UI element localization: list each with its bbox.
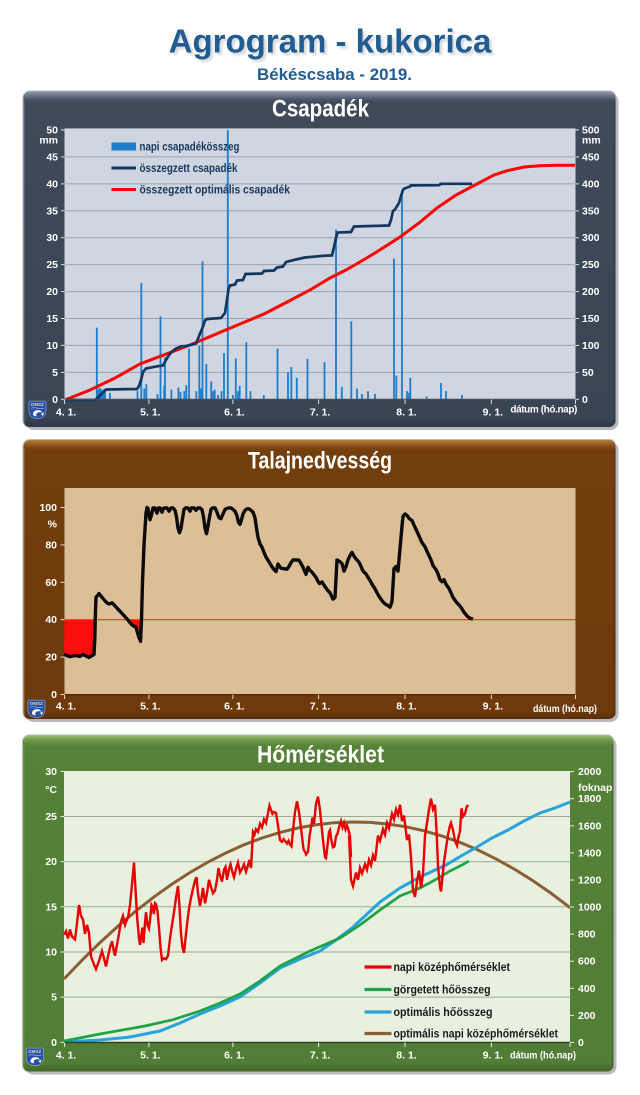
svg-text:40: 40 [45, 614, 57, 626]
svg-text:100: 100 [582, 340, 600, 352]
svg-text:2000: 2000 [578, 766, 602, 778]
svg-text:300: 300 [582, 232, 600, 244]
svg-text:450: 450 [582, 151, 600, 163]
svg-text:20: 20 [45, 652, 57, 664]
svg-text:dátum (hó.nap): dátum (hó.nap) [510, 405, 577, 416]
svg-text:9. 1.: 9. 1. [483, 1050, 504, 1062]
svg-text:400: 400 [582, 178, 600, 190]
svg-text:200: 200 [578, 1010, 596, 1022]
svg-text:20: 20 [45, 856, 57, 868]
svg-text:5: 5 [52, 367, 58, 379]
svg-text:400: 400 [578, 983, 596, 995]
svg-text:mm: mm [582, 135, 601, 147]
svg-text:Agrogram - kukorica: Agrogram - kukorica [171, 25, 494, 62]
svg-text:4. 1.: 4. 1. [56, 1050, 77, 1062]
svg-text:napi középhőmérséklet: napi középhőmérséklet [394, 962, 511, 974]
svg-text:5: 5 [51, 992, 57, 1004]
svg-text:6. 1.: 6. 1. [224, 701, 245, 713]
svg-text:OMSZ: OMSZ [30, 701, 43, 706]
svg-text:15: 15 [45, 901, 57, 913]
svg-text:összegzett optimális csapadék: összegzett optimális csapadék [140, 185, 291, 197]
svg-text:500: 500 [582, 125, 600, 137]
svg-text:50: 50 [582, 367, 594, 379]
svg-text:9. 1.: 9. 1. [483, 701, 504, 713]
svg-text:60: 60 [45, 577, 57, 589]
svg-text:200: 200 [582, 286, 600, 298]
svg-text:Agrogram - kukorica: Agrogram - kukorica [169, 23, 492, 60]
svg-text:optimális napi középhőmérsékle: optimális napi középhőmérséklet [394, 1029, 559, 1041]
svg-text:összegzett csapadék: összegzett csapadék [140, 163, 239, 175]
svg-text:1600: 1600 [578, 820, 602, 832]
svg-text:5. 1.: 5. 1. [140, 1050, 161, 1062]
svg-text:0: 0 [52, 394, 58, 406]
svg-text:10: 10 [45, 947, 57, 959]
svg-text:4. 1.: 4. 1. [56, 701, 77, 713]
svg-text:15: 15 [46, 313, 58, 325]
svg-text:350: 350 [582, 205, 600, 217]
svg-text:foknap: foknap [578, 782, 612, 794]
svg-text:görgetett hőösszeg: görgetett hőösszeg [394, 985, 491, 997]
svg-text:5. 1.: 5. 1. [140, 701, 161, 713]
svg-text:0: 0 [578, 1037, 584, 1049]
svg-text:8. 1.: 8. 1. [396, 1050, 417, 1062]
svg-text:80: 80 [45, 539, 57, 551]
svg-text:8. 1.: 8. 1. [396, 701, 417, 713]
svg-text:50: 50 [46, 125, 58, 137]
svg-text:6. 1.: 6. 1. [224, 407, 245, 419]
svg-text:OMSZ: OMSZ [31, 402, 44, 407]
svg-text:40: 40 [46, 178, 58, 190]
svg-text:1200: 1200 [578, 875, 602, 887]
svg-text:10: 10 [46, 340, 58, 352]
svg-text:7. 1.: 7. 1. [310, 407, 331, 419]
svg-text:napi csapadékösszeg: napi csapadékösszeg [140, 142, 240, 154]
svg-text:35: 35 [46, 205, 58, 217]
svg-text:optimális hőösszeg: optimális hőösszeg [394, 1007, 493, 1019]
svg-text:°C: °C [45, 784, 57, 796]
svg-text:7. 1.: 7. 1. [310, 1050, 331, 1062]
svg-text:0: 0 [51, 1037, 57, 1049]
svg-text:9. 1.: 9. 1. [483, 407, 504, 419]
svg-text:4. 1.: 4. 1. [56, 407, 77, 419]
svg-text:1000: 1000 [578, 902, 602, 914]
svg-text:0: 0 [51, 689, 57, 701]
svg-text:30: 30 [46, 232, 58, 244]
svg-text:OMSZ: OMSZ [28, 1049, 41, 1054]
svg-text:800: 800 [578, 929, 596, 941]
svg-text:Csapadék: Csapadék [272, 96, 370, 123]
svg-text:250: 250 [582, 259, 600, 271]
svg-text:0: 0 [582, 394, 588, 406]
svg-text:1800: 1800 [578, 793, 602, 805]
svg-text:25: 25 [45, 811, 57, 823]
svg-text:5. 1.: 5. 1. [140, 407, 161, 419]
svg-text:Hőmérséklet: Hőmérséklet [257, 742, 384, 769]
svg-text:mm: mm [39, 135, 58, 147]
svg-text:45: 45 [46, 151, 58, 163]
svg-text:8. 1.: 8. 1. [396, 407, 417, 419]
svg-text:%: % [48, 519, 58, 531]
svg-text:Talajnedvesség: Talajnedvesség [248, 448, 392, 475]
svg-text:25: 25 [46, 259, 58, 271]
svg-text:7. 1.: 7. 1. [310, 701, 331, 713]
svg-text:100: 100 [39, 502, 57, 514]
svg-text:Békéscsaba - 2019.: Békéscsaba - 2019. [257, 66, 412, 84]
svg-text:20: 20 [46, 286, 58, 298]
svg-text:1400: 1400 [578, 847, 602, 859]
svg-text:30: 30 [45, 766, 57, 778]
svg-text:600: 600 [578, 956, 596, 968]
svg-text:dátum (hó.nap): dátum (hó.nap) [533, 703, 597, 715]
svg-text:6. 1.: 6. 1. [224, 1050, 245, 1062]
svg-text:150: 150 [582, 313, 600, 325]
svg-text:dátum (hó.nap): dátum (hó.nap) [510, 1050, 576, 1062]
